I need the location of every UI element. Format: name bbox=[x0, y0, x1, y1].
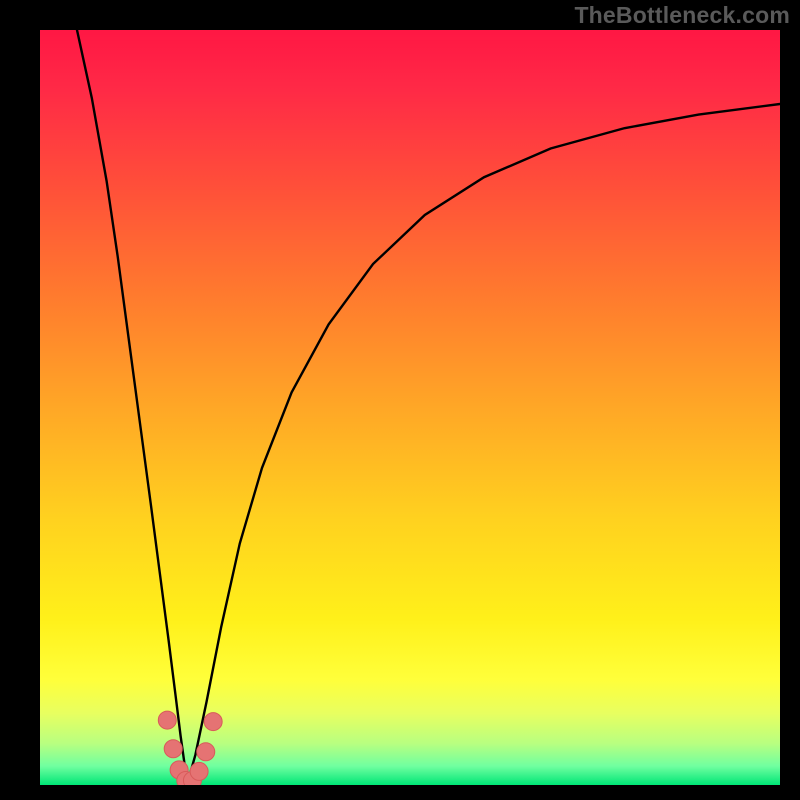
watermark-text: TheBottleneck.com bbox=[574, 2, 790, 29]
marker-dot bbox=[204, 713, 222, 731]
plot-area bbox=[40, 30, 780, 785]
marker-dot bbox=[164, 740, 182, 758]
gradient-background bbox=[40, 30, 780, 785]
chart-svg bbox=[40, 30, 780, 785]
marker-dot bbox=[158, 711, 176, 729]
marker-dot bbox=[190, 762, 208, 780]
chart-container: TheBottleneck.com bbox=[0, 0, 800, 800]
marker-dot bbox=[197, 743, 215, 761]
